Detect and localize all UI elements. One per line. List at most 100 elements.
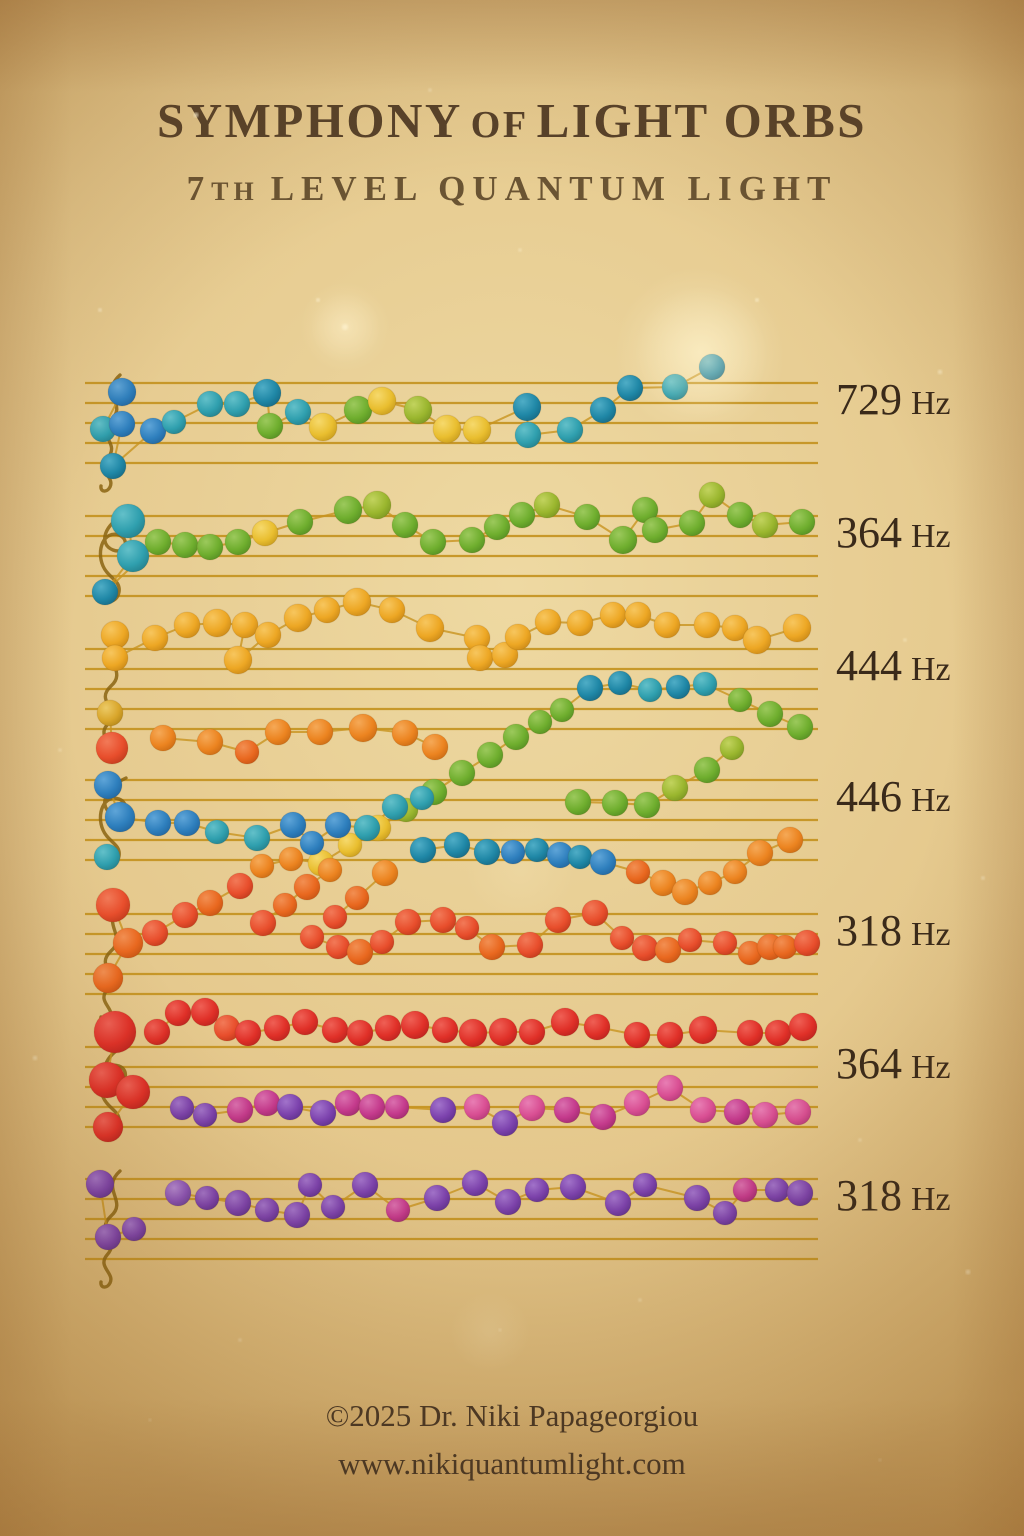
- light-orb: [599, 601, 627, 629]
- light-orb: [524, 837, 550, 863]
- light-orb: [256, 412, 284, 440]
- sparkle: [755, 298, 759, 302]
- light-orb: [788, 1012, 818, 1042]
- light-orb: [173, 611, 201, 639]
- light-orb: [454, 915, 480, 941]
- light-orb: [726, 501, 754, 529]
- light-orb: [169, 1095, 195, 1121]
- light-orb: [688, 1015, 718, 1045]
- light-orb: [164, 1179, 192, 1207]
- light-orb: [324, 811, 352, 839]
- light-orb: [751, 511, 779, 539]
- light-orb: [504, 623, 532, 651]
- light-orb: [415, 613, 445, 643]
- light-orb: [653, 611, 681, 639]
- light-orb: [322, 904, 348, 930]
- light-orb: [458, 526, 486, 554]
- light-orb: [448, 759, 476, 787]
- light-orb: [226, 1096, 254, 1124]
- light-orb: [95, 887, 131, 923]
- light-orb: [712, 1200, 738, 1226]
- light-orb: [223, 645, 253, 675]
- light-orb: [196, 728, 224, 756]
- light-orb: [463, 1093, 491, 1121]
- light-orb: [722, 859, 748, 885]
- light-orb: [518, 1094, 546, 1122]
- light-orb: [793, 929, 821, 957]
- light-orb: [362, 490, 392, 520]
- light-orb: [317, 857, 343, 883]
- sparkle: [316, 298, 320, 302]
- light-orb: [224, 1189, 252, 1217]
- website-url: www.nikiquantumlight.com: [338, 1446, 686, 1482]
- glow: [615, 267, 785, 437]
- light-orb: [374, 1014, 402, 1042]
- light-orb: [421, 733, 449, 761]
- light-orb: [742, 625, 772, 655]
- light-orb: [443, 831, 471, 859]
- light-orb: [624, 601, 652, 629]
- light-orb: [693, 756, 721, 784]
- sparkle: [32, 1055, 38, 1061]
- light-orb: [391, 511, 419, 539]
- light-orb: [764, 1177, 790, 1203]
- light-orb: [786, 713, 814, 741]
- light-orb: [348, 713, 378, 743]
- light-orb: [514, 421, 542, 449]
- light-orb: [478, 933, 506, 961]
- light-orb: [321, 1016, 349, 1044]
- light-orb: [524, 1177, 550, 1203]
- light-orb: [141, 624, 169, 652]
- light-orb: [93, 1010, 137, 1054]
- light-orb: [550, 1007, 580, 1037]
- light-orb: [589, 1103, 617, 1131]
- light-orb: [263, 1014, 291, 1042]
- light-orb: [637, 677, 663, 703]
- light-orb: [351, 1171, 379, 1199]
- light-orb: [224, 528, 252, 556]
- light-orb: [394, 908, 422, 936]
- light-orb: [746, 839, 774, 867]
- strand-line: [154, 885, 241, 934]
- light-orb: [683, 1184, 711, 1212]
- light-orb: [608, 525, 638, 555]
- light-orb: [429, 906, 457, 934]
- light-orb: [141, 919, 169, 947]
- light-orb: [544, 906, 572, 934]
- light-orb: [461, 1169, 489, 1197]
- light-orb: [342, 587, 372, 617]
- light-orb: [656, 1021, 684, 1049]
- light-orb: [385, 1197, 411, 1223]
- light-orb: [297, 1172, 323, 1198]
- light-orb: [204, 819, 230, 845]
- frequency-label: 729 Hz: [836, 375, 951, 424]
- light-orb: [286, 508, 314, 536]
- light-orb: [632, 1172, 658, 1198]
- light-orb: [94, 1223, 122, 1251]
- light-orb: [161, 409, 187, 435]
- light-orb: [309, 1099, 337, 1127]
- light-orb: [719, 735, 745, 761]
- light-orb: [95, 731, 129, 765]
- light-orb: [566, 609, 594, 637]
- light-orb: [276, 1093, 304, 1121]
- light-orb: [623, 1021, 651, 1049]
- light-orb: [623, 1089, 651, 1117]
- light-orb: [293, 873, 321, 901]
- light-orb: [751, 1101, 779, 1129]
- light-orb: [272, 892, 298, 918]
- light-orb: [400, 1010, 430, 1040]
- light-orb: [698, 353, 726, 381]
- sparkle: [428, 88, 432, 92]
- light-orb: [656, 1074, 684, 1102]
- light-orb: [601, 789, 629, 817]
- light-orb: [291, 1008, 319, 1036]
- light-orb: [101, 644, 129, 672]
- light-orb: [144, 528, 172, 556]
- light-orb: [736, 1019, 764, 1047]
- light-orb: [462, 415, 492, 445]
- sparkle: [858, 1138, 862, 1142]
- light-orb: [278, 846, 304, 872]
- frequency-label: 364 Hz: [836, 1039, 951, 1088]
- light-orb: [283, 603, 313, 633]
